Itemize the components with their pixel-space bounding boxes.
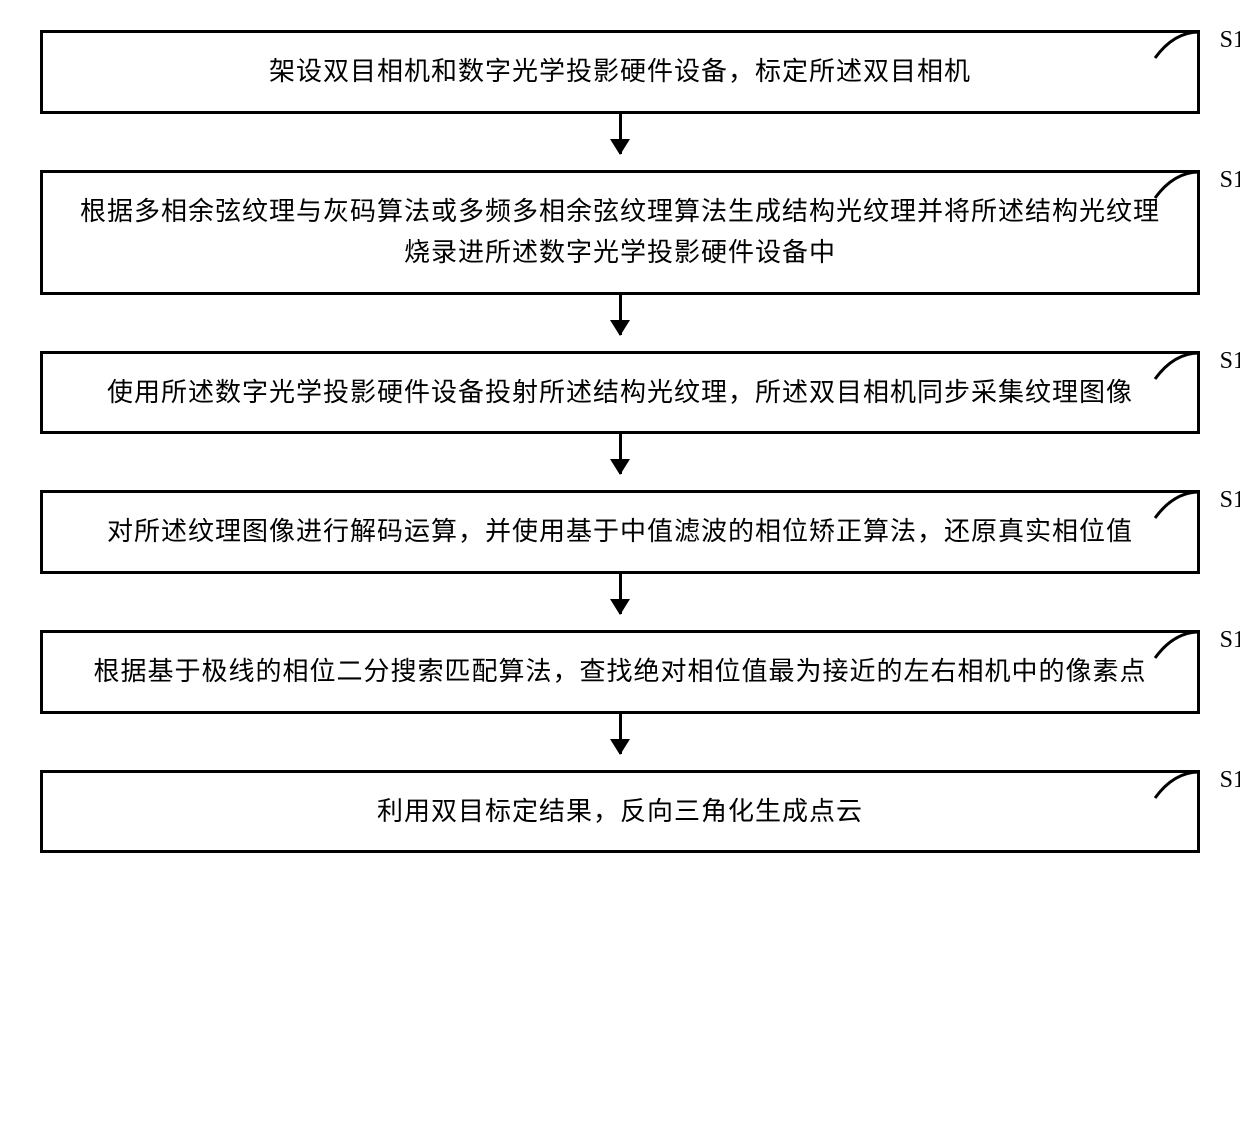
corner-tick-icon xyxy=(1154,30,1200,60)
step-text: 架设双目相机和数字光学投影硬件设备，标定所述双目相机 xyxy=(269,51,971,93)
step-s105: 根据基于极线的相位二分搜索匹配算法，查找绝对相位值最为接近的左右相机中的像素点 … xyxy=(40,630,1200,714)
step-s104: 对所述纹理图像进行解码运算，并使用基于中值滤波的相位矫正算法，还原真实相位值 S… xyxy=(40,490,1200,574)
arrow xyxy=(40,714,1200,770)
step-s103: 使用所述数字光学投影硬件设备投射所述结构光纹理，所述双目相机同步采集纹理图像 S… xyxy=(40,351,1200,435)
step-label: S106 xyxy=(1220,767,1240,794)
step-text: 使用所述数字光学投影硬件设备投射所述结构光纹理，所述双目相机同步采集纹理图像 xyxy=(107,372,1133,414)
step-s106: 利用双目标定结果，反向三角化生成点云 S106 xyxy=(40,770,1200,854)
corner-tick-icon xyxy=(1154,490,1200,520)
corner-tick-icon xyxy=(1154,630,1200,660)
corner-tick-icon xyxy=(1154,770,1200,800)
arrow xyxy=(40,574,1200,630)
flowchart-container: 架设双目相机和数字光学投影硬件设备，标定所述双目相机 S101 根据多相余弦纹理… xyxy=(40,30,1200,853)
step-label: S101 xyxy=(1220,27,1240,54)
step-text: 根据基于极线的相位二分搜索匹配算法，查找绝对相位值最为接近的左右相机中的像素点 xyxy=(93,651,1146,693)
step-text: 根据多相余弦纹理与灰码算法或多频多相余弦纹理算法生成结构光纹理并将所述结构光纹理… xyxy=(67,191,1173,274)
step-box: 根据基于极线的相位二分搜索匹配算法，查找绝对相位值最为接近的左右相机中的像素点 … xyxy=(40,630,1200,714)
step-box: 架设双目相机和数字光学投影硬件设备，标定所述双目相机 S101 xyxy=(40,30,1200,114)
step-box: 使用所述数字光学投影硬件设备投射所述结构光纹理，所述双目相机同步采集纹理图像 S… xyxy=(40,351,1200,435)
arrow xyxy=(40,434,1200,490)
corner-tick-icon xyxy=(1154,170,1200,200)
step-s102: 根据多相余弦纹理与灰码算法或多频多相余弦纹理算法生成结构光纹理并将所述结构光纹理… xyxy=(40,170,1200,295)
arrow xyxy=(40,114,1200,170)
step-box: 对所述纹理图像进行解码运算，并使用基于中值滤波的相位矫正算法，还原真实相位值 S… xyxy=(40,490,1200,574)
step-label: S102 xyxy=(1220,167,1240,194)
step-text: 利用双目标定结果，反向三角化生成点云 xyxy=(377,791,863,833)
step-box: 根据多相余弦纹理与灰码算法或多频多相余弦纹理算法生成结构光纹理并将所述结构光纹理… xyxy=(40,170,1200,295)
corner-tick-icon xyxy=(1154,351,1200,381)
step-label: S103 xyxy=(1220,348,1240,375)
step-label: S105 xyxy=(1220,627,1240,654)
step-s101: 架设双目相机和数字光学投影硬件设备，标定所述双目相机 S101 xyxy=(40,30,1200,114)
step-box: 利用双目标定结果，反向三角化生成点云 S106 xyxy=(40,770,1200,854)
step-text: 对所述纹理图像进行解码运算，并使用基于中值滤波的相位矫正算法，还原真实相位值 xyxy=(107,511,1133,553)
step-label: S104 xyxy=(1220,487,1240,514)
arrow xyxy=(40,295,1200,351)
